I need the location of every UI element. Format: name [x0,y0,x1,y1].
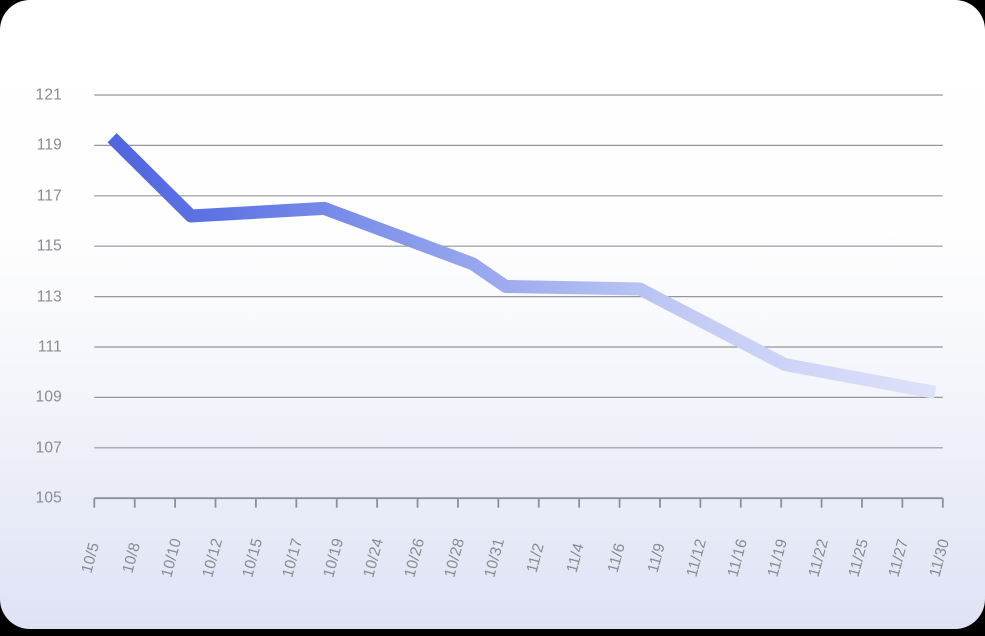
y-tick-label: 117 [36,187,62,205]
y-tick-label: 115 [36,237,62,255]
y-tick-label: 107 [35,439,62,457]
y-tick-label: 113 [36,287,62,305]
y-tick-label: 111 [37,338,62,356]
y-tick-label: 121 [35,86,62,104]
y-tick-label: 119 [36,136,62,154]
y-tick-label: 109 [35,388,62,406]
trend-line[interactable] [107,133,937,399]
y-tick-label: 105 [35,489,62,507]
